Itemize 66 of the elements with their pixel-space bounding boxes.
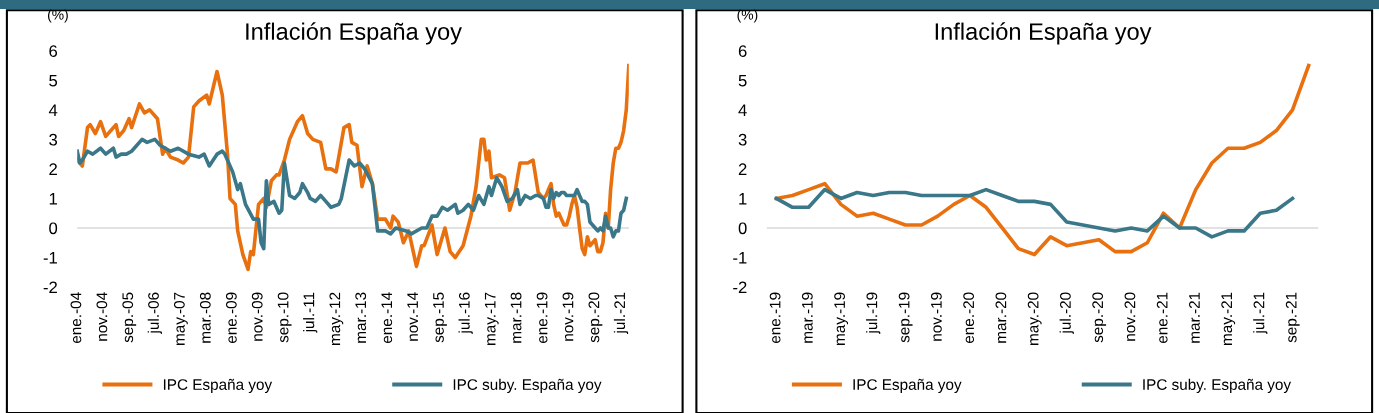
y-tick-label: -1 [43,252,57,264]
x-tick-label: mar.-20 [995,292,1007,343]
x-tick-label: jul.-21 [613,292,629,334]
x-tick-label: sep.-15 [433,292,447,343]
x-tick-label: mar.-21 [1189,292,1200,343]
x-tick-label: may.-21 [1221,292,1236,345]
legend-label: IPC suby. España yoy [453,378,602,393]
x-tick-label: ene.-14 [381,292,393,344]
y-tick-label: 6 [738,45,747,57]
x-tick-label: jul.-19 [866,292,881,334]
x-tick-label: sep.-05 [122,292,137,343]
legend-label: IPC suby. España yoy [1143,378,1292,393]
x-tick-label: ene.-19 [769,292,781,344]
y-tick-label: -1 [733,252,747,264]
x-tick-label: nov.-20 [1124,292,1136,341]
line-series [774,187,1295,239]
x-tick-label: mar.-13 [355,292,367,343]
x-tick-label: jul.-11 [303,292,318,333]
x-tick-label: sep.-20 [1092,292,1107,343]
y-tick-label: 2 [738,163,747,175]
chart-title: Inflación España yoy [935,22,1152,45]
y-tick-label: 2 [49,163,57,175]
x-tick-label: mar.-18 [510,292,522,343]
y-tick-label: 5 [738,74,747,87]
x-tick-label: sep.-21 [1285,292,1300,343]
x-tick-label: ene.-19 [536,292,548,344]
x-tick-label: may.-17 [484,292,499,345]
y-tick-label: 1 [49,193,57,205]
x-tick-label: may.-20 [1027,292,1042,345]
y-tick-label: 6 [49,45,58,57]
line-series [774,63,1311,257]
x-tick-label: jul.-21 [1253,292,1268,334]
y-tick-label: -2 [43,281,57,294]
chart-title: Inflación España yoy [246,22,462,45]
x-tick-label: sep.-19 [898,292,913,343]
x-tick-label: ene.-09 [225,292,237,344]
x-tick-label: jul.-06 [147,292,162,334]
x-tick-label: may.-12 [329,292,344,345]
y-tick-label: 0 [49,222,58,235]
x-tick-label: ene.-04 [70,292,82,344]
y-tick-label: 5 [49,74,58,87]
x-tick-label: may.-07 [173,292,188,345]
legend-label: IPC España yoy [853,378,962,393]
y-tick-label: 3 [49,133,58,146]
y-tick-label: 0 [738,222,747,235]
x-tick-label: nov.-19 [930,292,942,341]
x-tick-label: nov.-14 [407,292,418,341]
line-series [77,137,629,251]
x-tick-label: sep.-20 [588,292,603,343]
y-tick-label: 1 [739,193,747,205]
x-tick-label: nov.-19 [562,292,574,341]
x-tick-label: nov.-09 [251,292,263,341]
legend-label: IPC España yoy [163,378,273,393]
x-tick-label: mar.-08 [199,292,211,343]
x-tick-label: jul.-20 [1059,292,1074,334]
y-tick-label: 3 [738,133,747,146]
y-tick-label: 4 [48,104,58,116]
x-tick-label: nov.-04 [96,292,108,341]
x-tick-label: ene.-20 [963,292,975,344]
x-tick-label: ene.-21 [1156,292,1168,344]
x-tick-label: may.-19 [834,292,849,345]
y-tick-label: -2 [733,281,747,294]
x-tick-label: mar.-19 [801,292,813,343]
y-tick-label: 4 [738,104,747,116]
x-tick-label: jul.-16 [458,292,473,334]
x-tick-label: sep.-10 [277,292,292,343]
